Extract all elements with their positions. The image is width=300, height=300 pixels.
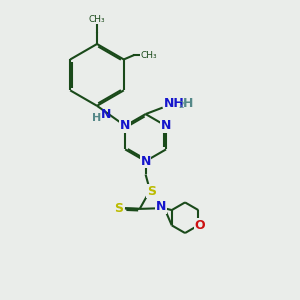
Text: H: H <box>183 97 193 110</box>
Text: O: O <box>194 219 205 232</box>
Text: N: N <box>140 155 151 168</box>
Text: NH: NH <box>164 97 185 110</box>
Text: H: H <box>92 113 101 123</box>
Text: CH₃: CH₃ <box>140 50 157 59</box>
Text: CH₃: CH₃ <box>89 15 105 24</box>
Text: N: N <box>100 108 111 121</box>
Text: N: N <box>161 119 171 132</box>
Text: 2: 2 <box>178 101 184 110</box>
Text: N: N <box>120 119 130 132</box>
Text: S: S <box>147 185 156 198</box>
Text: S: S <box>115 202 124 215</box>
Text: N: N <box>156 200 166 213</box>
